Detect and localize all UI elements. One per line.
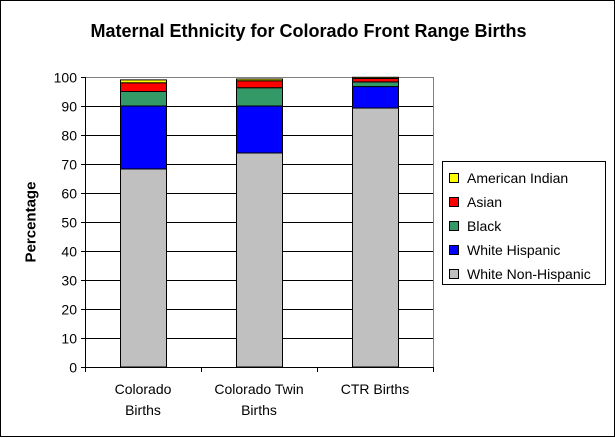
y-tick-label: 30: [61, 273, 77, 289]
bar-segment-white-hispanic: [120, 105, 167, 170]
bar-segment-american-indian: [120, 79, 167, 84]
y-tick-label: 60: [61, 186, 77, 202]
bar-segment-black: [120, 91, 167, 107]
legend-entry: White Hispanic: [443, 238, 605, 262]
x-tick-label: Colorado Births: [115, 381, 172, 418]
legend-label: American Indian: [467, 170, 569, 186]
legend-swatch: [449, 245, 459, 255]
bar-segment-white-non-hispanic: [236, 152, 283, 368]
y-tick-label: 70: [61, 157, 77, 173]
bar-segment-asian: [236, 80, 283, 89]
bar-segment-white-non-hispanic: [120, 168, 167, 368]
y-tick-label: 80: [61, 128, 77, 144]
legend-label: White Non-Hispanic: [467, 266, 591, 282]
legend-entry: White Non-Hispanic: [443, 262, 605, 286]
legend-swatch: [449, 221, 459, 231]
x-tick-label: CTR Births: [341, 381, 409, 397]
legend-label: White Hispanic: [467, 242, 561, 258]
bar-segment-asian: [120, 82, 167, 93]
x-tick-label: Colorado Twin Births: [214, 381, 303, 418]
legend-entry: American Indian: [443, 166, 605, 190]
y-tick-label: 40: [61, 244, 77, 260]
bar-segment-white-hispanic: [352, 86, 399, 109]
legend-entry: Black: [443, 214, 605, 238]
legend-swatch: [449, 269, 459, 279]
y-tick-label: 100: [54, 70, 78, 86]
legend: American Indian Asian Black White Hispanic W…: [442, 161, 606, 285]
legend-entry: Asian: [443, 190, 605, 214]
bar-segment-american-indian: [236, 78, 283, 82]
bar-segment-white-non-hispanic: [352, 107, 399, 368]
bar-segment-american-indian: [352, 76, 399, 79]
legend-label: Black: [467, 218, 502, 234]
bar-segment-asian: [352, 77, 399, 83]
legend-swatch: [449, 197, 459, 207]
y-tick-label: 20: [61, 302, 77, 318]
chart-title: Maternal Ethnicity for Colorado Front Ra…: [90, 21, 527, 41]
y-tick-label: 10: [61, 331, 77, 347]
legend-swatch: [449, 173, 459, 183]
y-tick-label: 90: [61, 99, 77, 115]
bar-segment-white-hispanic: [236, 105, 283, 154]
y-tick-label: 50: [61, 215, 77, 231]
legend-label: Asian: [467, 194, 503, 210]
y-tick-label: 0: [69, 360, 77, 376]
bar-segment-black: [236, 87, 283, 107]
bar-segment-black: [352, 81, 399, 88]
